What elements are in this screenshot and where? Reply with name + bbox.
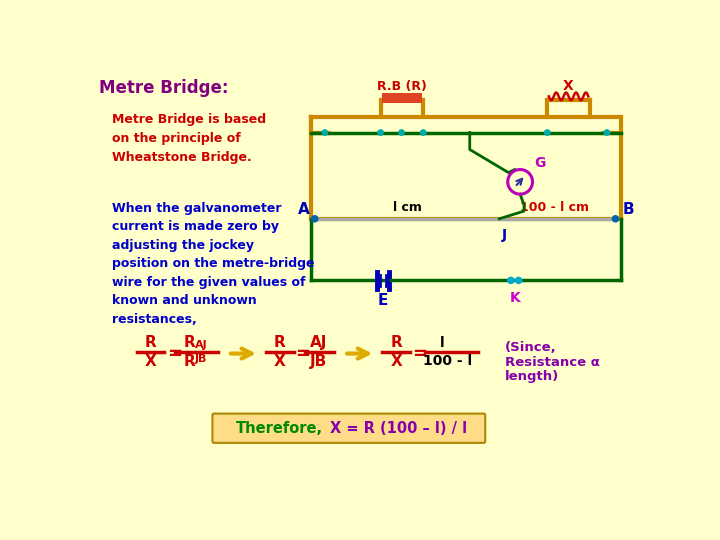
Text: R: R bbox=[184, 354, 195, 369]
Text: R.B (R): R.B (R) bbox=[377, 79, 427, 92]
Text: Resistance α: Resistance α bbox=[505, 356, 600, 369]
FancyArrowPatch shape bbox=[347, 348, 368, 359]
Circle shape bbox=[544, 130, 550, 135]
Text: AJ: AJ bbox=[310, 335, 328, 350]
Text: R: R bbox=[145, 335, 156, 350]
Text: JB: JB bbox=[310, 354, 328, 369]
Circle shape bbox=[378, 130, 383, 135]
Text: 100 - l cm: 100 - l cm bbox=[521, 201, 590, 214]
Text: X: X bbox=[274, 354, 286, 369]
Text: B: B bbox=[622, 202, 634, 217]
Text: JB: JB bbox=[194, 354, 207, 364]
Text: =: = bbox=[412, 345, 427, 362]
Circle shape bbox=[399, 130, 404, 135]
Text: Metre Bridge:: Metre Bridge: bbox=[99, 79, 229, 97]
Circle shape bbox=[322, 130, 328, 135]
Bar bbox=[382, 92, 422, 103]
Text: length): length) bbox=[505, 370, 559, 383]
Text: 100 - l: 100 - l bbox=[423, 354, 472, 368]
Text: R: R bbox=[184, 335, 195, 350]
Circle shape bbox=[420, 130, 426, 135]
Text: (Since,: (Since, bbox=[505, 341, 557, 354]
Text: K: K bbox=[509, 291, 520, 305]
FancyBboxPatch shape bbox=[212, 414, 485, 443]
Circle shape bbox=[516, 278, 522, 284]
Text: R: R bbox=[274, 335, 286, 350]
Text: G: G bbox=[534, 156, 546, 170]
Text: l cm: l cm bbox=[393, 201, 422, 214]
Text: Therefore,: Therefore, bbox=[235, 421, 323, 436]
Text: l: l bbox=[441, 336, 445, 350]
Text: J: J bbox=[502, 228, 507, 242]
Text: =: = bbox=[295, 345, 310, 362]
Circle shape bbox=[508, 278, 514, 284]
Text: X: X bbox=[390, 354, 402, 369]
Circle shape bbox=[612, 215, 618, 222]
Text: X: X bbox=[563, 78, 574, 92]
Text: X = R (100 – l) / l: X = R (100 – l) / l bbox=[330, 421, 467, 436]
Text: E: E bbox=[378, 293, 388, 308]
Text: When the galvanometer
current is made zero by
adjusting the jockey
position on t: When the galvanometer current is made ze… bbox=[112, 202, 314, 326]
Circle shape bbox=[604, 130, 610, 135]
Circle shape bbox=[312, 215, 318, 222]
FancyArrowPatch shape bbox=[230, 348, 251, 359]
Text: R: R bbox=[390, 335, 402, 350]
Text: X: X bbox=[145, 354, 156, 369]
Text: Metre Bridge is based
on the principle of
Wheatstone Bridge.: Metre Bridge is based on the principle o… bbox=[112, 112, 266, 164]
Text: =: = bbox=[168, 345, 182, 362]
Text: A: A bbox=[297, 202, 310, 217]
Text: AJ: AJ bbox=[194, 341, 207, 350]
